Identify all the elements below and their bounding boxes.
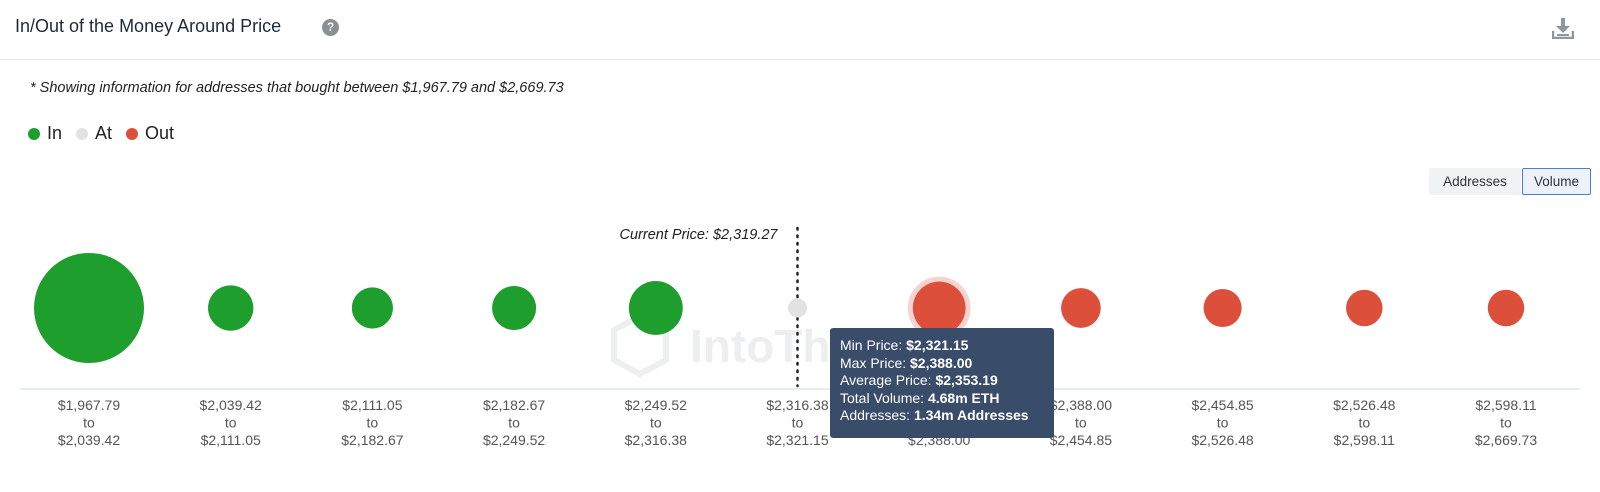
tooltip-addresses-label: Addresses: <box>840 407 911 424</box>
legend-dot-at <box>76 127 89 140</box>
tooltip-addresses-value: 1.34m Addresses <box>913 407 1029 424</box>
x-tick-label: to <box>1358 415 1370 431</box>
legend-dot-in <box>28 127 40 140</box>
legend-item-out[interactable]: Out <box>126 123 174 144</box>
x-tick-label: $2,316.38 <box>625 432 687 448</box>
x-tick-label: to <box>367 415 379 431</box>
x-tick-label: $2,039.42 <box>58 432 120 448</box>
bubble-in <box>628 281 683 335</box>
bubble-in <box>351 287 393 329</box>
volume-toggle-button[interactable]: Volume <box>1522 168 1591 195</box>
tooltip-volume-value: 4.68m ETH <box>927 389 1000 406</box>
bubble-out <box>1203 288 1242 328</box>
legend-item-at[interactable]: At <box>76 123 112 144</box>
tooltip-max-row: Max Price: $2,388.00 <box>840 355 1044 373</box>
x-tick-label: $2,454.85 <box>1191 397 1253 413</box>
x-tick-label: $2,598.11 <box>1475 397 1536 413</box>
legend-label-out: Out <box>145 123 175 143</box>
bubble-out <box>1061 288 1101 328</box>
x-tick-label: $2,182.67 <box>341 432 403 448</box>
tooltip-max-label: Max Price: <box>840 354 907 371</box>
tooltip-min-value: $2,321.15 <box>906 337 969 353</box>
x-tick-label: $2,388.00 <box>1050 397 1112 413</box>
x-tick-label: $2,249.52 <box>625 397 687 413</box>
tooltip-volume-label: Total Volume: <box>840 389 925 406</box>
x-tick-label: $2,111.05 <box>342 397 402 413</box>
bubble-in <box>492 286 537 330</box>
x-tick-label: $2,454.85 <box>1050 432 1112 448</box>
tooltip-min-label: Min Price: <box>840 337 903 353</box>
x-tick-label: to <box>650 415 662 431</box>
bucket-tooltip: Min Price: $2,321.15 Max Price: $2,388.0… <box>830 328 1054 438</box>
tooltip-avg-row: Average Price: $2,353.19 <box>840 372 1044 390</box>
x-tick-label: $2,321.15 <box>766 432 828 448</box>
bubble-out <box>1346 289 1383 327</box>
panel-title: In/Out of the Money Around Price <box>15 16 282 36</box>
x-tick-label: $2,598.11 <box>1334 432 1395 448</box>
x-tick-label: $1,967.79 <box>58 397 120 413</box>
x-tick-label: to <box>792 415 804 431</box>
legend-dot-out <box>126 127 139 140</box>
download-icon[interactable] <box>1552 17 1574 39</box>
tooltip-min-row: Min Price: $2,321.15 <box>840 337 1044 355</box>
x-tick-label: $2,039.42 <box>200 397 262 413</box>
x-tick-label: $2,111.05 <box>201 432 261 448</box>
tooltip-addresses-row: Addresses: 1.34m Addresses <box>840 407 1044 425</box>
addresses-toggle-button[interactable]: Addresses <box>1429 168 1521 195</box>
legend-label-in: In <box>47 123 63 143</box>
panel-header: In/Out of the Money Around Price ? <box>0 0 1600 60</box>
x-tick-label: to <box>1075 415 1087 431</box>
legend-item-in[interactable]: In <box>28 123 62 144</box>
watermark-text: IntoThe <box>690 320 856 372</box>
bubble-in <box>34 253 144 363</box>
x-tick-label: to <box>1217 415 1229 431</box>
bubble-at <box>787 298 808 318</box>
help-icon[interactable]: ? <box>322 19 339 36</box>
tooltip-volume-row: Total Volume: 4.68m ETH <box>840 390 1044 408</box>
x-tick-label: $2,526.48 <box>1191 432 1253 448</box>
legend: In At Out <box>28 123 188 144</box>
x-tick-label: to <box>1500 415 1512 431</box>
x-tick-label: $2,526.48 <box>1333 397 1395 413</box>
current-price-label: Current Price: $2,319.27 <box>620 227 779 243</box>
x-tick-label: $2,182.67 <box>483 397 545 413</box>
x-tick-label: to <box>508 415 520 431</box>
x-tick-label: to <box>225 415 237 431</box>
bubble-out <box>1487 289 1525 327</box>
x-tick-label: $2,669.73 <box>1475 432 1537 448</box>
range-note: * Showing information for addresses that… <box>30 80 564 96</box>
x-tick-label: $2,316.38 <box>766 397 828 413</box>
legend-label-at: At <box>95 123 113 143</box>
tooltip-max-value: $2,388.00 <box>910 354 973 371</box>
bubble-out <box>912 281 966 335</box>
x-tick-label: $2,249.52 <box>483 432 545 448</box>
tooltip-avg-label: Average Price: <box>840 372 932 389</box>
x-tick-label: to <box>83 415 95 431</box>
tooltip-avg-value: $2,353.19 <box>935 372 998 389</box>
bubble-in <box>208 285 254 331</box>
